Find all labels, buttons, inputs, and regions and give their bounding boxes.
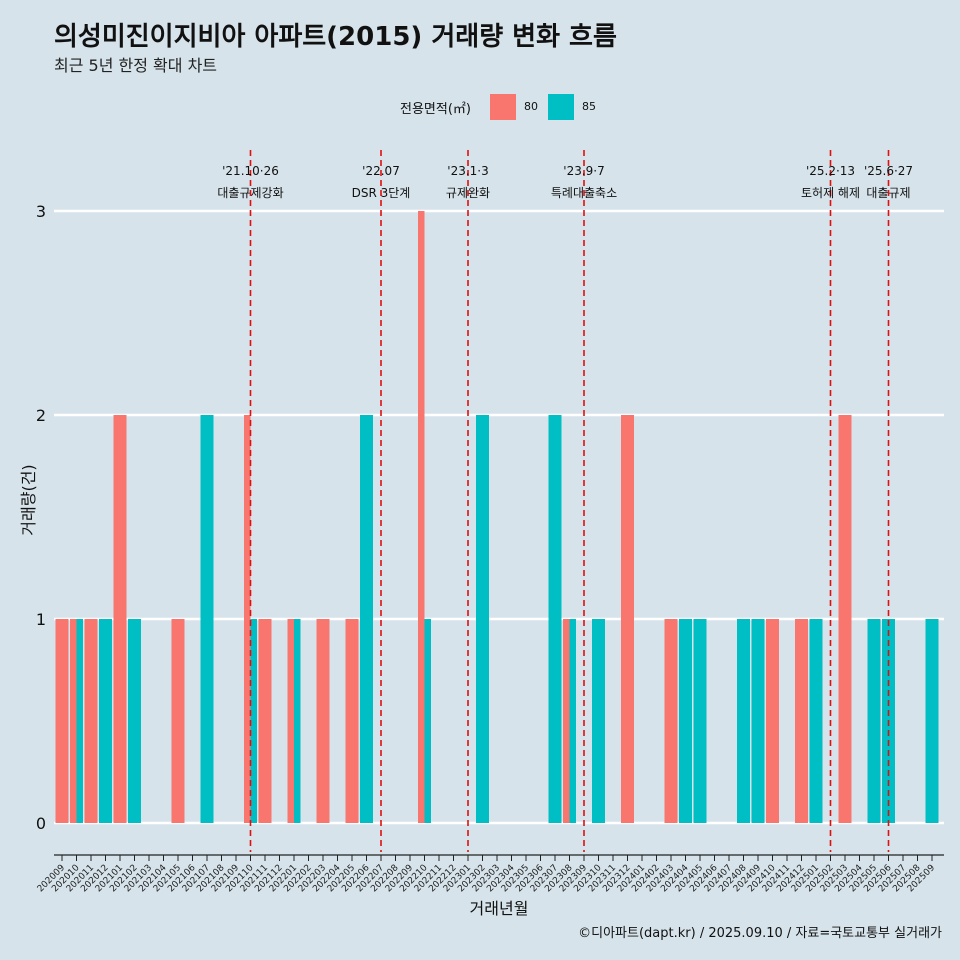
bar-85-202310 xyxy=(592,619,605,823)
legend-swatch-80 xyxy=(490,94,516,120)
y-tick-label: 0 xyxy=(36,814,46,833)
event-date-label: '23.9·7 xyxy=(563,164,604,178)
bar-85-202302 xyxy=(476,415,489,823)
bar-85-202010 xyxy=(76,619,83,823)
bar-80-202412 xyxy=(795,619,808,823)
y-tick-label: 3 xyxy=(36,202,46,221)
event-label: 대출규제강화 xyxy=(217,186,283,200)
event-label: 특례대출축소 xyxy=(551,186,617,200)
legend-label-80: 80 xyxy=(524,100,538,113)
bar-85-202307 xyxy=(548,415,562,823)
bar-85-202501 xyxy=(809,619,823,823)
bar-85-202405 xyxy=(693,619,707,823)
bar-80-202010 xyxy=(70,619,77,823)
legend-label-85: 85 xyxy=(582,100,596,113)
bar-80-202110 xyxy=(244,415,251,823)
event-label: DSR 3단계 xyxy=(352,186,411,200)
bar-85-202201 xyxy=(294,619,301,823)
bar-85-202012 xyxy=(99,619,112,823)
legend-swatch-85 xyxy=(548,94,574,120)
bar-85-202409 xyxy=(751,619,765,823)
bar-80-202210 xyxy=(418,211,425,823)
y-axis-title: 거래량(건) xyxy=(19,464,38,535)
bar-85-202505 xyxy=(867,619,881,823)
bar-85-202102 xyxy=(128,619,141,823)
bar-80-202410 xyxy=(766,619,779,823)
chart-title: 의성미진이지비아 아파트(2015) 거래량 변화 흐름 xyxy=(54,22,617,52)
legend-title: 전용면적(㎡) xyxy=(400,102,471,117)
bar-80-202403 xyxy=(664,619,678,823)
bar-85-202110 xyxy=(250,619,257,823)
bar-80-202201 xyxy=(287,619,294,823)
bar-85-202210 xyxy=(424,619,431,823)
bar-80-202203 xyxy=(316,619,330,823)
bar-80-202011 xyxy=(84,619,98,823)
x-axis-title: 거래년월 xyxy=(470,899,529,918)
event-date-label: '22.07 xyxy=(362,164,400,178)
bar-85-202509 xyxy=(925,619,939,823)
legend: 전용면적(㎡) 80 85 xyxy=(0,92,960,122)
bar-80-202105 xyxy=(171,619,185,823)
chart-subtitle: 최근 5년 한정 확대 차트 xyxy=(54,56,218,75)
bar-80-202111 xyxy=(258,619,272,823)
bar-85-202308 xyxy=(569,619,576,823)
bar-85-202206 xyxy=(360,415,373,823)
event-label: 토허제 해제 xyxy=(801,186,860,200)
bar-80-202503 xyxy=(838,415,852,823)
source-caption: ©디아파트(dapt.kr) / 2025.09.10 / 자료=국토교통부 실… xyxy=(578,926,942,941)
bar-80-202205 xyxy=(345,619,359,823)
event-label: 규제완화 xyxy=(446,186,490,200)
event-date-label: '23.1·3 xyxy=(447,164,488,178)
event-label: 대출규제 xyxy=(866,186,910,200)
y-tick-label: 1 xyxy=(36,610,46,629)
bar-85-202107 xyxy=(200,415,214,823)
bar-85-202408 xyxy=(737,619,750,823)
bar-80-202308 xyxy=(563,619,570,823)
event-date-label: '21.10·26 xyxy=(222,164,279,178)
bar-80-202009 xyxy=(55,619,69,823)
bar-85-202404 xyxy=(679,619,692,823)
bar-80-202312 xyxy=(621,415,634,823)
bar-80-202101 xyxy=(113,415,127,823)
y-tick-label: 2 xyxy=(36,406,46,425)
event-date-label: '25.6·27 xyxy=(864,164,913,178)
event-date-label: '25.2·13 xyxy=(806,164,855,178)
